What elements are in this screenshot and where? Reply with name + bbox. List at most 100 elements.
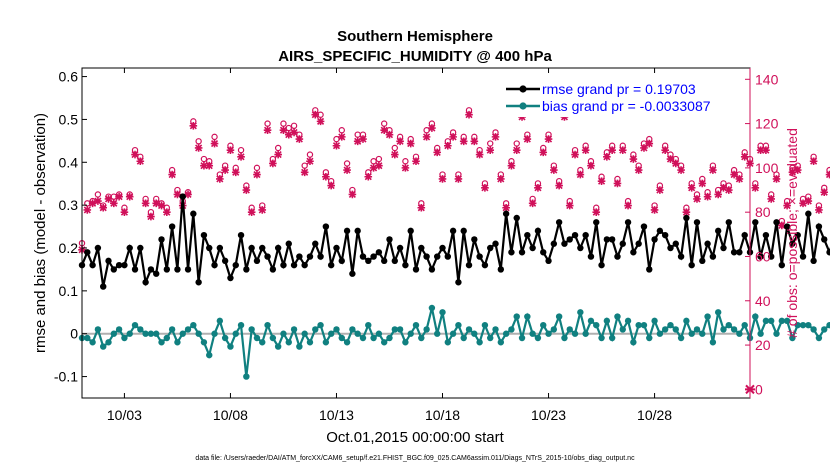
bias-point [672, 326, 679, 333]
bias-point [110, 330, 118, 337]
rmse-point [566, 236, 573, 243]
bias-point [810, 326, 817, 333]
rmse-point [449, 227, 457, 235]
obs-possible-point [200, 155, 208, 163]
obs-evaluated-point [804, 197, 813, 205]
bias-point [375, 330, 383, 337]
bias-point [502, 330, 510, 337]
rmse-point [677, 253, 685, 260]
rmse-point [587, 253, 595, 260]
bias-point [206, 351, 213, 359]
rmse-point [598, 261, 605, 269]
obs-evaluated-point [210, 139, 219, 148]
bias-point [714, 309, 722, 316]
obs-evaluated-point [120, 208, 129, 216]
obs-evaluated-point [661, 146, 669, 154]
obs-evaluated-point [295, 135, 304, 143]
rmse-point [492, 240, 499, 247]
rmse-point [736, 249, 743, 256]
obs-evaluated-point [730, 170, 738, 179]
obs-evaluated-point [576, 170, 585, 179]
obs-evaluated-point [735, 175, 744, 183]
rmse-point [312, 240, 319, 247]
rmse-point [221, 257, 229, 265]
obs-evaluated-point [168, 170, 176, 179]
obs-evaluated-point [629, 155, 638, 163]
obs-possible-point [375, 155, 383, 163]
rmse-point [274, 244, 282, 252]
y-tick-label-right: 60 [755, 248, 771, 264]
bias-point [550, 326, 558, 333]
obs-evaluated-point [724, 186, 733, 194]
bias-point [407, 330, 414, 337]
bias-point [449, 330, 457, 337]
rmse-point [338, 257, 345, 265]
bias-point [720, 326, 727, 333]
rmse-point [142, 279, 149, 286]
obs-evaluated-point [656, 186, 664, 194]
bias-point [799, 321, 807, 329]
rmse-point [815, 223, 823, 230]
obs-evaluated-point [677, 166, 685, 174]
bias-point [343, 339, 351, 346]
rmse-point [407, 227, 414, 235]
rmse-point [380, 257, 388, 265]
rmse-point [773, 219, 780, 226]
bias-point [651, 317, 658, 325]
bias-point [677, 334, 685, 342]
bias-point [492, 326, 499, 333]
bias-point [455, 321, 462, 329]
rmse-point [285, 240, 292, 247]
bias-point [608, 334, 616, 342]
bias-point [773, 330, 780, 337]
obs-evaluated-point [825, 170, 830, 179]
rmse-point [741, 231, 748, 239]
y-tick-label-left: 0.1 [59, 283, 79, 299]
rmse-point [529, 244, 536, 252]
rmse-point [725, 219, 732, 226]
obs-evaluated-point [502, 203, 510, 212]
rmse-point [84, 249, 91, 256]
rmse-point [317, 253, 324, 260]
plot-area [78, 107, 830, 395]
y-axis-label-right: # of obs: o=possible; ×=evaluated [784, 128, 800, 338]
obs-possible-point [343, 160, 351, 167]
obs-evaluated-point [592, 208, 601, 216]
obs-evaluated-point [131, 150, 139, 159]
rmse-point [280, 261, 287, 269]
bias-point [709, 339, 717, 346]
obs-evaluated-point [613, 179, 622, 188]
obs-evaluated-point [809, 157, 818, 166]
rmse-point [646, 266, 653, 273]
obs-evaluated-point [571, 150, 579, 159]
rmse-point [752, 219, 759, 226]
rmse-point [762, 231, 770, 239]
rmse-point [137, 244, 144, 252]
rmse-point [158, 236, 165, 243]
bias-point [322, 339, 330, 346]
rmse-point [577, 244, 584, 252]
rmse-point [624, 219, 632, 226]
bias-point [248, 326, 255, 333]
obs-evaluated-point [99, 203, 108, 212]
rmse-point [296, 253, 303, 260]
obs-evaluated-point [465, 110, 473, 119]
obs-possible-point [370, 158, 377, 165]
bias-point [593, 321, 600, 329]
rmse-point [704, 240, 711, 247]
rmse-point [714, 227, 722, 235]
obs-evaluated-point [226, 146, 235, 154]
obs-evaluated-point [348, 190, 357, 199]
bias-point [518, 334, 526, 342]
bias-point [534, 334, 542, 342]
bias-point [603, 317, 611, 325]
bias-point [264, 321, 271, 329]
obs-evaluated-point [322, 172, 330, 181]
obs-evaluated-point [698, 179, 707, 188]
rmse-point [147, 266, 155, 273]
rmse-point [497, 266, 505, 273]
rmse-point [163, 266, 171, 273]
bias-point [168, 326, 176, 333]
rmse-point [768, 253, 775, 260]
bias-point [561, 334, 568, 342]
